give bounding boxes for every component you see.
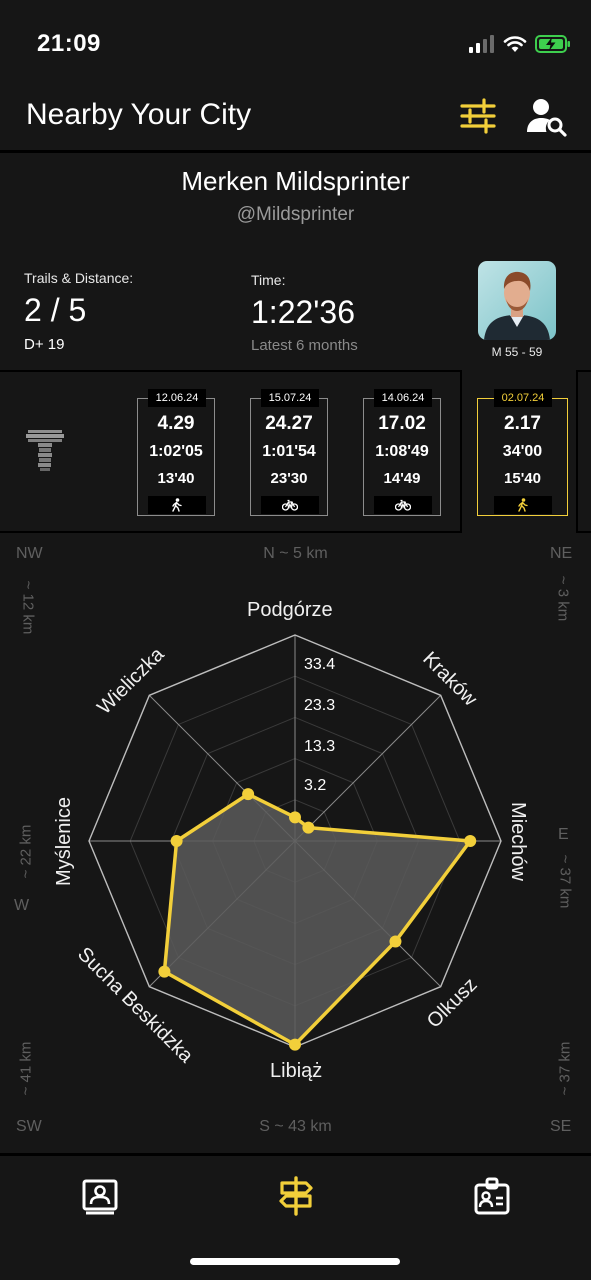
nav-trails-button[interactable]	[276, 1176, 316, 1216]
compass-ne: NE	[550, 545, 573, 562]
bike-icon	[395, 499, 411, 511]
activities-strip-edge	[576, 370, 591, 533]
compass-east: E	[558, 826, 569, 843]
radar-point	[170, 835, 183, 847]
radar-point	[289, 811, 301, 824]
compass-se: SE	[550, 1118, 572, 1135]
signpost-icon	[279, 1176, 313, 1216]
activity-duration: 1:01'54	[262, 443, 316, 460]
battery-charging-icon	[535, 35, 570, 53]
activity-pace: 13'40	[157, 470, 195, 487]
compass-sw: SW	[16, 1118, 42, 1135]
radar-spoke	[294, 694, 442, 842]
activity-date: 02.07.24	[494, 389, 552, 407]
contact-card-icon	[82, 1179, 118, 1215]
activity-pace: 14'49	[383, 470, 421, 487]
nav-profile-button[interactable]	[472, 1176, 512, 1216]
compass-nw: NW	[16, 545, 43, 562]
compass-south: S ~ 43 km	[259, 1118, 332, 1135]
activity-date: 15.07.24	[261, 389, 319, 407]
compass-north: N ~ 5 km	[263, 545, 328, 562]
time-label: Time:	[251, 272, 286, 288]
status-time: 21:09	[37, 30, 101, 57]
radar-tick-label: 3.2	[304, 777, 327, 794]
profile-handle: @Mildsprinter	[236, 204, 355, 225]
activity-date: 14.06.24	[374, 389, 432, 407]
radar-point	[302, 821, 315, 834]
activity-pace: 15'40	[504, 470, 541, 487]
trails-distance-label: Trails & Distance:	[24, 270, 134, 286]
region-label-myslenice: Myślenice	[52, 797, 75, 886]
trail-marker-icon	[24, 428, 66, 472]
bike-icon	[282, 499, 298, 511]
time-period: Latest 6 months	[251, 337, 358, 354]
nav-contacts-button[interactable]	[80, 1176, 120, 1216]
app-header: Nearby Your City	[0, 88, 591, 152]
radar-point	[158, 965, 171, 978]
user-search-button[interactable]	[524, 94, 568, 138]
radar-tick-label: 23.3	[304, 697, 336, 714]
home-indicator	[190, 1258, 400, 1265]
activity-mode	[494, 496, 552, 514]
walk-icon	[172, 498, 182, 512]
trails-distance-value: 2 / 5	[24, 292, 87, 328]
activity-card[interactable]: 14.06.24 17.02 1:08'49 14'49	[363, 389, 441, 516]
radar-point	[242, 788, 255, 801]
activity-card-selected[interactable]: 02.07.24 2.17 34'00 15'40	[477, 389, 568, 516]
activity-card[interactable]: 15.07.24 24.27 1:01'54 23'30	[250, 389, 328, 516]
time-value: 1:22'36	[251, 294, 355, 330]
radar-chart	[88, 634, 502, 1051]
avatar[interactable]	[478, 261, 556, 340]
activity-mode	[261, 496, 319, 514]
status-bar: 21:09	[0, 0, 591, 88]
activity-card[interactable]: 12.06.24 4.29 1:02'05 13'40	[137, 389, 215, 516]
age-category: M 55 - 59	[491, 345, 543, 359]
region-label-miechow: Miechów	[506, 802, 529, 881]
id-badge-icon	[474, 1177, 510, 1215]
radar-tick-label: 33.4	[304, 656, 336, 673]
profile-name: Merken Mildsprinter	[181, 166, 410, 196]
activity-pace: 23'30	[270, 470, 308, 487]
radar-point	[389, 935, 402, 948]
activity-duration: 1:02'05	[149, 443, 203, 460]
activity-mode	[148, 496, 206, 514]
radar-series-area	[162, 792, 472, 1047]
activity-duration: 1:08'49	[375, 443, 429, 460]
bottom-nav-divider	[0, 1153, 591, 1156]
cellular-signal-icon	[469, 35, 494, 53]
radar-tick-label: 13.3	[304, 738, 336, 755]
filter-button[interactable]	[456, 96, 500, 136]
user-search-icon	[527, 99, 567, 137]
radar-point	[289, 1038, 301, 1051]
page-title: Nearby Your City	[26, 98, 252, 131]
activity-distance: 2.17	[504, 413, 541, 434]
activity-distance: 4.29	[157, 413, 195, 434]
radar-point	[464, 835, 477, 847]
walk-icon	[518, 498, 528, 512]
activity-distance: 24.27	[265, 413, 313, 434]
sliders-icon	[460, 98, 496, 134]
activity-mode	[374, 496, 432, 514]
activity-date: 12.06.24	[148, 389, 206, 407]
wifi-icon	[503, 36, 527, 52]
avatar-portrait	[478, 261, 556, 340]
region-label-podgorze: Podgórze	[247, 599, 333, 621]
region-label-libiaz: Libiąż	[270, 1060, 323, 1082]
compass-west: W	[14, 897, 30, 914]
status-icons	[469, 34, 571, 54]
header-divider	[0, 150, 591, 153]
activity-duration: 34'00	[502, 443, 543, 460]
elevation-value: D+ 19	[24, 336, 65, 353]
activity-distance: 17.02	[378, 413, 426, 434]
